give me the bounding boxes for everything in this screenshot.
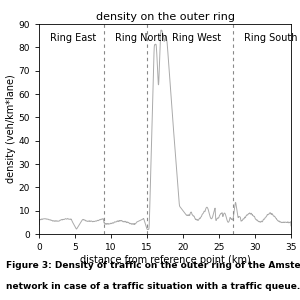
Text: Ring North: Ring North (115, 33, 167, 43)
Text: Ring South: Ring South (244, 33, 298, 43)
Text: Ring West: Ring West (172, 33, 221, 43)
Text: network in case of a traffic situation with a traffic queue.: network in case of a traffic situation w… (6, 282, 300, 291)
Title: density on the outer ring: density on the outer ring (95, 12, 235, 22)
X-axis label: distance from reference point (km): distance from reference point (km) (80, 255, 250, 265)
Text: Figure 3: Density of traffic on the outer ring of the Amsterdam: Figure 3: Density of traffic on the oute… (6, 261, 300, 270)
Text: Ring East: Ring East (50, 33, 96, 43)
Y-axis label: density (veh/km*lane): density (veh/km*lane) (6, 75, 16, 183)
